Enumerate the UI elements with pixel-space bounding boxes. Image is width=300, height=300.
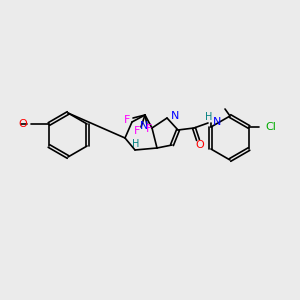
Text: N: N	[140, 121, 148, 131]
Text: H: H	[205, 112, 213, 122]
Text: F: F	[146, 124, 152, 134]
Text: N: N	[171, 111, 179, 121]
Text: O: O	[196, 140, 204, 150]
Text: Cl: Cl	[265, 122, 276, 132]
Text: H: H	[132, 139, 140, 149]
Text: F: F	[124, 115, 130, 125]
Text: N: N	[213, 117, 221, 127]
Text: F: F	[134, 126, 140, 136]
Text: O: O	[18, 119, 27, 129]
